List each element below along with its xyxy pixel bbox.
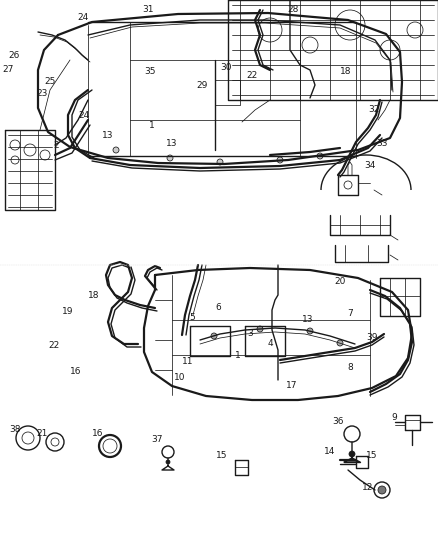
Text: 13: 13 xyxy=(302,316,314,325)
Text: 2: 2 xyxy=(53,141,59,150)
Text: 31: 31 xyxy=(142,5,154,14)
Text: 8: 8 xyxy=(347,364,353,373)
Text: 14: 14 xyxy=(324,448,336,456)
Text: 3: 3 xyxy=(247,329,253,338)
Circle shape xyxy=(166,460,170,464)
Text: 28: 28 xyxy=(287,5,299,14)
Circle shape xyxy=(167,155,173,161)
Text: 16: 16 xyxy=(92,430,104,439)
Circle shape xyxy=(257,326,263,332)
Text: 20: 20 xyxy=(334,278,346,287)
Text: 11: 11 xyxy=(182,358,194,367)
Text: 33: 33 xyxy=(376,140,388,149)
Text: 22: 22 xyxy=(48,342,60,351)
Text: 25: 25 xyxy=(44,77,56,86)
Text: 26: 26 xyxy=(8,52,20,61)
Text: 9: 9 xyxy=(391,414,397,423)
Text: 15: 15 xyxy=(366,451,378,461)
Circle shape xyxy=(113,147,119,153)
Circle shape xyxy=(337,340,343,346)
Text: 21: 21 xyxy=(36,429,48,438)
Circle shape xyxy=(307,328,313,334)
Circle shape xyxy=(277,157,283,163)
Circle shape xyxy=(378,486,386,494)
Circle shape xyxy=(317,153,323,159)
Text: 35: 35 xyxy=(144,68,156,77)
Text: 27: 27 xyxy=(2,66,14,75)
Text: 4: 4 xyxy=(267,340,273,349)
Circle shape xyxy=(211,333,217,339)
Text: 29: 29 xyxy=(196,82,208,91)
Text: 13: 13 xyxy=(102,132,114,141)
Text: 18: 18 xyxy=(340,68,352,77)
Text: 39: 39 xyxy=(366,334,378,343)
Text: 24: 24 xyxy=(78,13,88,22)
Text: 30: 30 xyxy=(220,63,232,72)
Circle shape xyxy=(349,451,355,457)
Text: 7: 7 xyxy=(347,310,353,319)
Text: 1: 1 xyxy=(235,351,241,360)
Text: 12: 12 xyxy=(362,483,374,492)
Text: 38: 38 xyxy=(9,425,21,434)
Text: 5: 5 xyxy=(189,313,195,322)
Text: 17: 17 xyxy=(286,382,298,391)
Text: 32: 32 xyxy=(368,106,380,115)
Text: 24: 24 xyxy=(78,111,90,120)
Text: 37: 37 xyxy=(151,435,163,445)
Text: 34: 34 xyxy=(364,161,376,171)
Text: 13: 13 xyxy=(166,140,178,149)
Text: 15: 15 xyxy=(216,451,228,461)
Text: 1: 1 xyxy=(149,122,155,131)
Text: 36: 36 xyxy=(332,417,344,426)
Text: 23: 23 xyxy=(36,90,48,99)
Text: 10: 10 xyxy=(174,374,186,383)
Text: 6: 6 xyxy=(215,303,221,312)
Text: 22: 22 xyxy=(246,71,258,80)
Text: 19: 19 xyxy=(62,308,74,317)
Circle shape xyxy=(217,159,223,165)
Text: 16: 16 xyxy=(70,367,82,376)
Text: 18: 18 xyxy=(88,292,100,301)
